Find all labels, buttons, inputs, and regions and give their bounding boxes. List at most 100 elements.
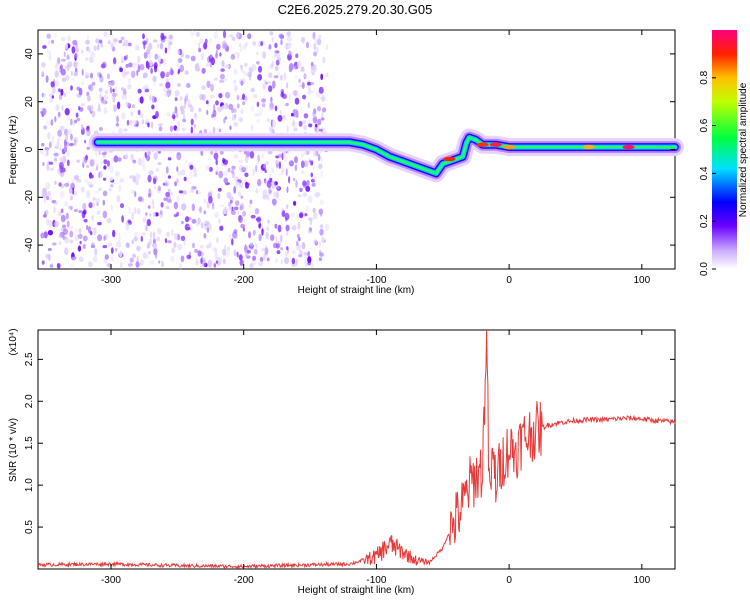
spectrogram-noise-dot [135,261,140,268]
spectrogram-noise-dot [201,93,206,101]
spectrogram-noise-dot [72,187,75,195]
spectrogram-noise-dot [211,247,217,252]
spectrogram-noise-dot [306,179,310,187]
spectrogram-noise-dot [262,82,266,90]
spectrogram-noise-dot [43,231,48,239]
spectrogram-noise-dot [81,68,84,76]
spectrogram-noise-dot [49,167,55,171]
chart-title: C2E6.2025.279.20.30.G05 [278,2,433,17]
spectrogram-noise-dot [242,101,246,106]
spectrogram-noise-dot [224,170,228,177]
spectrogram-noise-dot [224,64,230,69]
spectrogram-noise-dot [152,231,156,240]
spectrogram-noise-dot [199,38,204,44]
spectrogram-noise-dot [244,155,249,164]
spectrogram-noise-dot [240,223,246,229]
snr-series-line [37,329,676,570]
spectrogram-noise-dot [259,256,264,263]
spectrogram-noise-dot [270,234,275,242]
spectrogram-noise-dot [194,114,198,121]
spectrogram-noise-dot [252,229,256,236]
spectrogram-noise-dot [234,52,238,56]
spectrogram-noise-dot [229,125,232,130]
spectrogram-noise-dot [280,39,283,45]
spectrogram-noise-dot [321,236,325,243]
spectrogram-noise-dot [80,49,84,54]
spectrogram-noise-dot [227,167,231,173]
spectrogram-noise-dot [127,263,133,267]
spectrogram-noise-dot [54,201,58,206]
spectrogram-noise-dot [131,239,134,245]
spectrogram-noise-dot [268,85,273,93]
spectrogram-noise-dot [40,232,45,239]
spectrogram-noise-dot [90,183,94,188]
spectrogram-noise-dot [124,153,129,159]
spectrogram-noise-dot [177,233,181,241]
spectrogram-noise-dot [223,177,228,184]
colorbar-tick-label: 0.2 [699,214,710,228]
spectrogram-noise-dot [51,95,55,99]
spectrogram-noise-dot [312,212,318,220]
spectrogram-y-ticks: -40 -20 0 20 40 [24,48,675,252]
spectrogram-noise-dot [57,129,62,137]
spectrogram-noise-dot [70,85,73,91]
spectrogram-noise-dot [184,95,189,102]
spectrogram-noise-dot [269,189,272,196]
spectrogram-noise-dot [104,90,108,95]
spectrogram-noise-dot [75,47,80,53]
spectrogram-noise-dot [109,166,114,174]
spectrogram-noise-dot [288,176,291,184]
spectrogram-noise-dot [318,208,324,215]
spectrogram-noise-dot [275,59,280,66]
spectrogram-noise-dot [85,154,88,161]
x-tick-label: -300 [101,275,121,286]
spectrogram-noise-dot [151,198,155,206]
spectrogram-noise-dot [221,104,227,110]
spectrogram-noise-dot [116,240,122,248]
spectrogram-noise-dot [166,231,170,237]
spectrogram-noise-dot [288,92,292,100]
spectrogram-noise-dot [173,213,178,218]
spectrogram-noise-dot [125,242,130,248]
colorbar-label: Normalized spectral amplitude [738,82,749,217]
spectrogram-noise-dot [98,150,101,155]
spectrogram-noise-dot [238,254,243,261]
spectrogram-noise-dot [285,224,290,232]
spectrogram-noise-dot [155,168,159,172]
spectrogram-noise-dot [249,242,254,247]
spectrogram-noise-dot [106,218,112,223]
spectrogram-noise-dot [307,195,313,203]
spectrogram-noise-dot [121,93,126,100]
spectrogram-noise-dot [176,59,180,67]
spectrogram-noise-dot [85,39,90,45]
spectrogram-noise-dot [156,43,160,49]
spectrogram-noise-dot [162,35,167,40]
spectrogram-noise-dot [90,230,93,236]
spectrogram-noise-dot [250,106,255,112]
spectrogram-noise-dot [215,256,220,261]
spectrogram-noise-dot [133,236,139,242]
spectrogram-noise-dot [296,240,299,247]
spectrogram-noise-dot [165,205,170,210]
spectrogram-noise-dot [307,88,312,95]
spectrogram-noise-dot [262,189,268,197]
spectrogram-noise-dot [98,127,103,131]
spectrogram-noise-dot [73,61,77,68]
spectrogram-noise-dot [193,112,198,119]
spectrogram-noise-dot [61,58,66,62]
spectrogram-noise-dot [272,80,276,89]
spectrogram-noise-dot [254,112,260,118]
spectrogram-noise-dot [66,55,70,60]
spectrogram-noise-dot [203,42,208,50]
spectrogram-noise-dot [210,150,214,155]
y-tick-label: 40 [24,48,35,60]
spectrogram-noise-dot [317,40,322,46]
spectrogram-noise-dot [156,236,161,242]
spectrogram-noise-dot [303,113,309,119]
spectrogram-noise-dot [301,82,305,89]
spectrogram-noise-dot [249,246,254,250]
spectrogram-noise-dot [259,169,263,174]
spectrogram-noise-dot [244,62,248,67]
spectrogram-noise-dot [254,242,257,247]
x-tick-label: 100 [633,275,650,286]
